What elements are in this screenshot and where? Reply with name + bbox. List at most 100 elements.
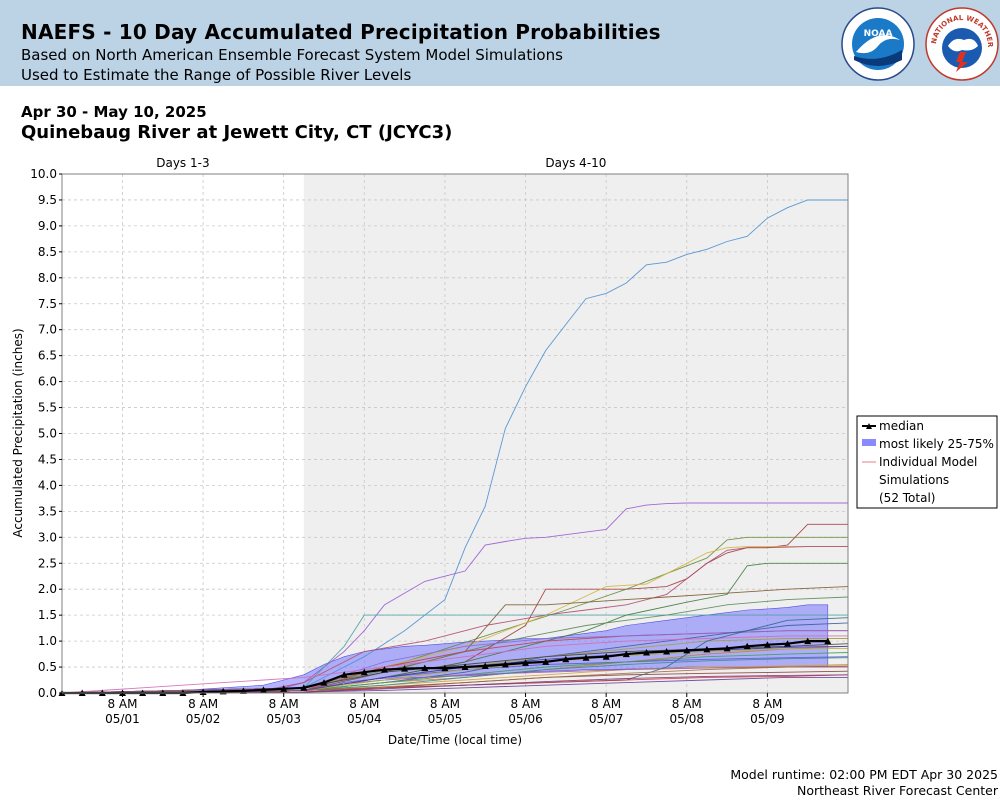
median-point-32: [703, 645, 711, 653]
median-point-37: [804, 637, 812, 645]
median-point-27: [602, 653, 610, 660]
legend-median-label: median: [879, 419, 924, 433]
median-point-16: [381, 666, 388, 673]
period-labels: Days 1-3 Days 4-10: [156, 156, 606, 170]
x-tick-time-2: 8 AM: [269, 697, 299, 711]
member-line-24: [61, 676, 848, 694]
precipitation-chart: 0.0 0.5 1.0 1.5 2.0 2.5 3.0 3.5 4.0 4.5 5.0 5.5 6.0 6…: [11, 156, 998, 747]
median-point-23: [522, 659, 529, 666]
median-point-20: [461, 663, 469, 670]
median-point-15: [360, 668, 368, 676]
y-tick-label-18: 9.0: [38, 219, 57, 233]
chart-legend: median most likely 25-75% Individual Mod…: [856, 415, 998, 509]
y-tick-label-2: 1.0: [38, 634, 57, 648]
x-tick-time-5: 8 AM: [511, 697, 541, 711]
member-line-1: [61, 502, 848, 694]
median-point-33: [723, 644, 731, 652]
chart-grid: [62, 173, 848, 694]
legend-box: [856, 415, 998, 509]
forecast-center: Northeast River Forecast Center: [797, 783, 998, 798]
location-title: Quinebaug River at Jewett City, CT (JCYC…: [21, 122, 453, 143]
median-point-30: [663, 648, 671, 655]
x-tick-date-2: 05/03: [266, 712, 301, 726]
y-tick-label-7: 3.5: [38, 504, 57, 518]
x-tick-time-8: 8 AM: [752, 697, 782, 711]
member-line-25: [61, 657, 849, 694]
median-point-26: [582, 654, 590, 661]
median-point-17: [401, 665, 409, 672]
y-tick-label-16: 8.0: [38, 271, 57, 285]
y-tick-label-13: 6.5: [38, 349, 57, 363]
y-tick-label-5: 2.5: [38, 556, 57, 570]
x-tick-time-0: 8 AM: [107, 697, 137, 711]
median-point-35: [763, 641, 771, 648]
y-tick-label-20: 10.0: [30, 167, 57, 181]
median-point-18: [421, 664, 429, 672]
median-point-10: [260, 686, 267, 693]
model-runtime: Model runtime: 02:00 PM EDT Apr 30 2025: [730, 767, 998, 782]
median-point-22: [501, 661, 509, 668]
median-point-36: [784, 640, 791, 647]
page-subtitle-2: Used to Estimate the Range of Possible R…: [21, 66, 412, 84]
legend-members-label-3: (52 Total): [879, 491, 935, 505]
legend-members-label-2: Simulations: [879, 473, 949, 487]
median-point-11: [280, 685, 288, 692]
median-point-34: [743, 642, 751, 650]
x-tick-date-3: 05/04: [347, 712, 382, 726]
x-tick-time-1: 8 AM: [188, 697, 218, 711]
period-label-0: Days 1-3: [156, 156, 209, 170]
member-line-21: [61, 666, 848, 694]
x-tick-date-5: 05/06: [508, 712, 543, 726]
member-line-16: [61, 643, 849, 694]
y-tick-label-19: 9.5: [38, 193, 57, 207]
member-line-19: [61, 652, 849, 694]
y-axis: 0.0 0.5 1.0 1.5 2.0 2.5 3.0 3.5 4.0 4.5 5.0 5.5 6.0 6…: [30, 167, 62, 700]
y-tick-label-11: 5.5: [38, 401, 57, 415]
y-tick-label-12: 6.0: [38, 375, 57, 389]
member-line-5: [61, 546, 848, 694]
y-tick-label-14: 7.0: [38, 323, 57, 337]
date-range: Apr 30 - May 10, 2025: [21, 103, 207, 121]
x-tick-time-7: 8 AM: [672, 697, 702, 711]
noaa-logo: NOAA: [841, 7, 915, 81]
y-tick-label-1: 0.5: [38, 660, 57, 674]
x-tick-time-6: 8 AM: [591, 697, 621, 711]
legend-members-label-1: Individual Model: [879, 455, 977, 469]
y-tick-label-0: 0.0: [38, 686, 57, 700]
x-axis-label: Date/Time (local time): [388, 733, 522, 747]
y-tick-label-9: 4.5: [38, 452, 57, 466]
y-axis-label: Accumulated Precipitation (inches): [11, 328, 25, 537]
member-line-0: [62, 199, 848, 694]
page-subtitle-1: Based on North American Ensemble Forecas…: [21, 46, 563, 64]
x-tick-date-0: 05/01: [105, 712, 140, 726]
x-tick-date-7: 05/08: [669, 712, 704, 726]
member-line-6: [61, 614, 848, 694]
median-point-9: [239, 687, 247, 694]
median-point-38: [824, 637, 832, 645]
y-tick-label-17: 8.5: [38, 245, 57, 259]
y-tick-label-6: 3.0: [38, 530, 57, 544]
median-point-28: [622, 650, 630, 658]
median-point-29: [643, 649, 650, 656]
page-title: NAEFS - 10 Day Accumulated Precipitation…: [21, 20, 661, 44]
y-tick-label-10: 5.0: [38, 427, 57, 441]
x-tick-time-3: 8 AM: [349, 697, 379, 711]
y-tick-label-3: 1.5: [38, 608, 57, 622]
header-banner: NAEFS - 10 Day Accumulated Precipitation…: [0, 0, 1000, 86]
x-tick-date-1: 05/02: [186, 712, 221, 726]
legend-median-marker: [866, 423, 872, 429]
median-point-14: [340, 671, 348, 678]
period-label-1: Days 4-10: [545, 156, 606, 170]
x-tick-date-4: 05/05: [428, 712, 463, 726]
nws-logo: NATIONAL WEATHER SERVICE: [924, 6, 999, 81]
y-tick-label-8: 4.0: [38, 478, 57, 492]
y-tick-label-15: 7.5: [38, 297, 57, 311]
x-tick-time-4: 8 AM: [430, 697, 460, 711]
legend-band-label: most likely 25-75%: [879, 437, 994, 451]
median-point-21: [481, 662, 489, 669]
median-point-24: [542, 658, 550, 665]
member-line-29: [61, 665, 849, 694]
median-point-19: [441, 664, 449, 672]
median-point-31: [683, 646, 691, 654]
